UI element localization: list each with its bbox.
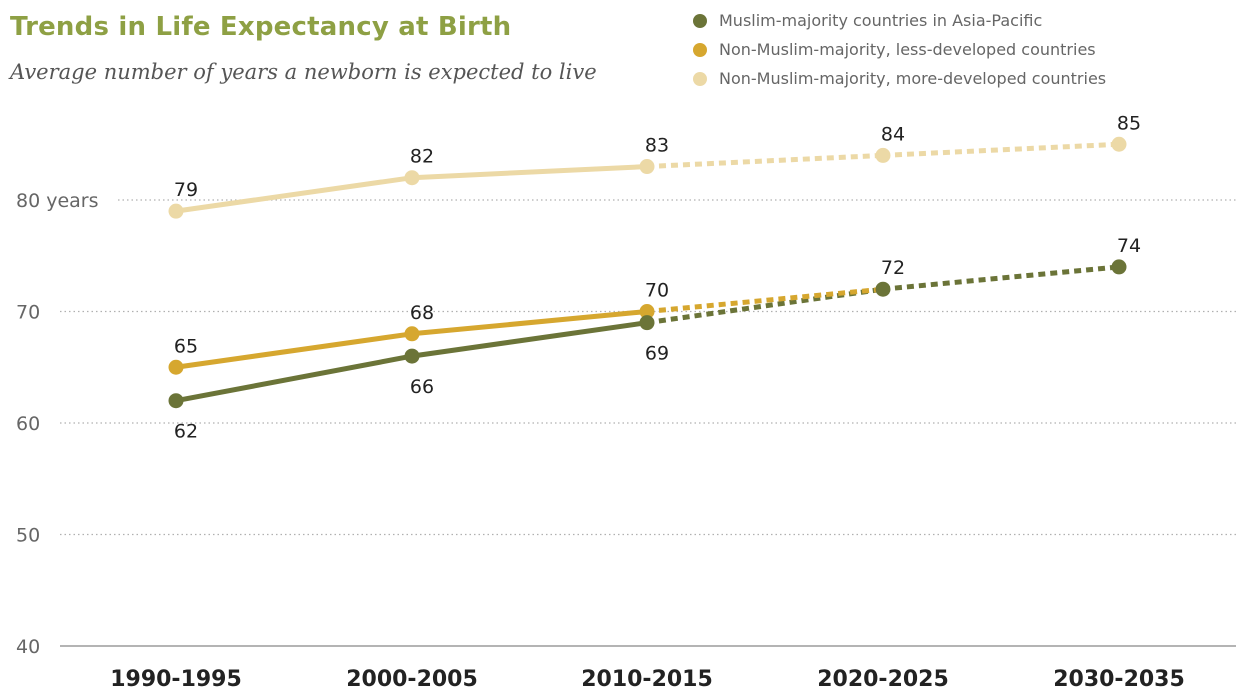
legend-item-muslim-asia: Muslim-majority countries in Asia-Pacifi… bbox=[693, 6, 1106, 35]
data-label: 69 bbox=[645, 343, 669, 365]
data-label: 72 bbox=[881, 257, 905, 279]
x-tick-label: 2020-2025 bbox=[817, 667, 949, 692]
legend-label-non-muslim-less: Non-Muslim-majority, less-developed coun… bbox=[719, 40, 1096, 59]
data-point bbox=[639, 159, 655, 175]
legend-swatch-non-muslim-more bbox=[693, 71, 707, 86]
legend-label-non-muslim-more: Non-Muslim-majority, more-developed coun… bbox=[719, 69, 1107, 88]
data-point bbox=[639, 304, 655, 319]
y-tick-label: 70 bbox=[16, 302, 40, 324]
legend-swatch-non-muslim-less bbox=[693, 42, 707, 57]
series-line bbox=[175, 353, 413, 404]
data-label: 74 bbox=[1117, 235, 1141, 257]
series-line bbox=[411, 320, 648, 359]
y-tick-label: 40 bbox=[16, 636, 40, 658]
chart-title: Trends in Life Expectancy at Birth bbox=[10, 12, 512, 42]
series-line-projected bbox=[882, 264, 1120, 292]
data-point bbox=[875, 147, 891, 163]
data-point bbox=[404, 326, 420, 342]
series-line-projected bbox=[646, 286, 884, 326]
data-point bbox=[168, 393, 184, 409]
series-line bbox=[411, 164, 648, 181]
legend-label-muslim-asia: Muslim-majority countries in Asia-Pacifi… bbox=[719, 11, 1043, 30]
x-tick-label: 2000-2005 bbox=[346, 667, 478, 692]
data-point bbox=[404, 170, 420, 186]
chart-subtitle: Average number of years a newborn is exp… bbox=[10, 60, 597, 84]
x-tick-label: 2010-2015 bbox=[581, 667, 713, 692]
data-label: 79 bbox=[174, 179, 198, 201]
series-line-projected bbox=[882, 141, 1120, 158]
data-point bbox=[1111, 136, 1127, 152]
data-label: 62 bbox=[174, 421, 198, 443]
series-line bbox=[411, 309, 648, 337]
legend-swatch-muslim-asia bbox=[693, 13, 707, 28]
series-line bbox=[175, 331, 413, 370]
data-point bbox=[168, 359, 184, 375]
y-tick-label: 50 bbox=[16, 525, 40, 547]
series-line-projected bbox=[646, 286, 884, 314]
data-label: 66 bbox=[410, 376, 434, 398]
data-label: 65 bbox=[174, 335, 198, 357]
x-tick-label: 2030-2035 bbox=[1053, 667, 1185, 692]
data-point bbox=[639, 315, 655, 331]
data-point bbox=[875, 281, 891, 297]
x-tick-label: 1990-1995 bbox=[110, 667, 242, 692]
data-label: 70 bbox=[645, 280, 669, 302]
y-tick-label: 60 bbox=[16, 413, 40, 435]
legend: Muslim-majority countries in Asia-Pacifi… bbox=[693, 6, 1106, 93]
data-label: 68 bbox=[410, 302, 434, 324]
legend-item-non-muslim-more: Non-Muslim-majority, more-developed coun… bbox=[693, 64, 1106, 93]
legend-item-non-muslim-less: Non-Muslim-majority, less-developed coun… bbox=[693, 35, 1106, 64]
series-line-projected bbox=[646, 152, 884, 170]
data-point bbox=[168, 203, 184, 219]
data-label: 82 bbox=[410, 146, 434, 168]
data-label: 85 bbox=[1117, 112, 1141, 134]
data-label: 83 bbox=[645, 135, 669, 157]
y-tick-label: 80 years bbox=[16, 190, 99, 212]
data-point bbox=[1111, 259, 1127, 275]
data-point bbox=[404, 348, 420, 364]
data-label: 84 bbox=[881, 123, 905, 145]
series-line bbox=[175, 175, 413, 214]
